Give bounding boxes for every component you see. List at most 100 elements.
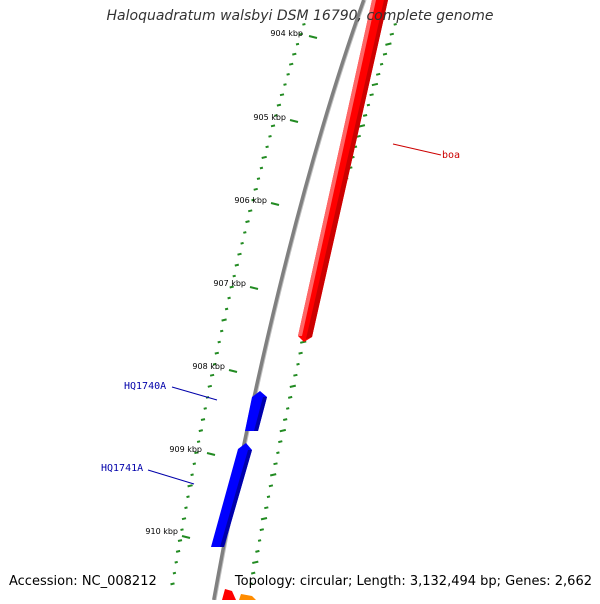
ruler-label: 910 kbp — [145, 527, 178, 536]
ruler-label: 909 kbp — [169, 445, 202, 454]
gc-tick — [247, 209, 253, 213]
gc-tick — [253, 187, 258, 191]
gc-tick — [282, 418, 288, 421]
gc-tick — [293, 373, 298, 377]
gc-tick — [296, 362, 300, 366]
gc-tick — [224, 307, 229, 311]
gc-tick — [264, 506, 269, 510]
feature-label-boa[interactable]: boa — [442, 150, 460, 161]
gc-tick — [269, 473, 277, 477]
gc-tick — [268, 484, 274, 488]
gc-tick — [200, 418, 206, 421]
gc-tick — [240, 241, 244, 245]
gc-tick — [375, 72, 381, 76]
gc-tick — [186, 495, 190, 499]
ruler-label: 908 kbp — [192, 362, 225, 371]
genome-summary-text: Topology: circular; Length: 3,132,494 bp… — [234, 574, 592, 589]
gc-tick — [207, 384, 213, 388]
gc-tick — [227, 296, 231, 300]
gene-hq1740a-shade — [254, 397, 267, 431]
gc-tick — [393, 23, 397, 26]
gc-tick — [245, 220, 250, 224]
genome-backbone — [212, 0, 366, 601]
gc-tick — [289, 384, 297, 388]
gene-hq1740a[interactable] — [245, 391, 267, 431]
ruler-tick — [308, 35, 318, 39]
gc-tick — [180, 528, 184, 531]
gc-tick — [219, 329, 224, 333]
gc-tick — [175, 549, 181, 553]
label-line-boa — [392, 143, 442, 156]
gc-tick — [285, 407, 290, 410]
gene-hq1741a-shade — [220, 450, 252, 547]
gc-tick — [209, 373, 215, 377]
gc-tick — [198, 429, 204, 433]
gc-tick — [251, 198, 255, 202]
gene-boa-shade — [306, 0, 388, 339]
gc-tick — [257, 539, 262, 542]
gene-boa[interactable] — [298, 0, 388, 342]
gc-tick — [237, 252, 242, 256]
gc-tick — [256, 177, 261, 180]
gc-tick — [212, 362, 217, 366]
gc-tick — [362, 114, 368, 117]
genome-backbone-highlight — [215, 0, 367, 601]
gene-hq1740a-body — [245, 391, 267, 431]
label-line-hq1740a — [171, 386, 218, 401]
gc-tick — [268, 135, 272, 138]
gc-tick — [259, 166, 264, 170]
gc-tick — [266, 495, 271, 499]
gene-partial-orange — [239, 594, 256, 600]
gc-tick — [249, 582, 253, 586]
gc-tick — [279, 93, 285, 97]
gc-tick — [379, 62, 384, 66]
ruler-tick — [181, 535, 191, 539]
gc-tick — [170, 582, 175, 586]
gc-tick — [192, 462, 197, 466]
gc-tick — [243, 231, 247, 234]
gc-tick — [221, 318, 227, 322]
gc-tick — [358, 124, 366, 128]
gc-tick — [252, 560, 259, 564]
gc-tick — [261, 155, 267, 159]
gc-tick — [302, 23, 306, 26]
gc-tick — [172, 571, 177, 575]
gc-tick — [278, 440, 283, 444]
gc-tick — [295, 42, 300, 46]
gc-tick — [187, 484, 193, 488]
gc-tick — [250, 571, 256, 575]
gc-tick — [260, 517, 268, 521]
ruler-label: 904 kbp — [270, 29, 303, 38]
ruler-tick — [289, 119, 299, 123]
gc-tick — [276, 451, 280, 455]
feature-label-hq1741a[interactable]: HQ1741A — [101, 463, 143, 474]
gc-tick — [356, 134, 361, 138]
gc-tick — [214, 351, 220, 355]
gc-tick — [382, 52, 388, 56]
gc-tick — [286, 73, 290, 76]
gene-hq1741a[interactable] — [211, 443, 252, 547]
feature-label-hq1740a[interactable]: HQ1740A — [124, 381, 166, 392]
gene-hq1741a-body — [211, 443, 252, 547]
map-title: Haloquadratum walsbyi DSM 16790, complet… — [106, 8, 494, 24]
gc-tick — [369, 93, 374, 97]
gc-tick — [288, 62, 294, 66]
gc-tick — [299, 340, 307, 344]
gene-partial-bottom[interactable] — [222, 589, 256, 600]
gc-tick — [229, 285, 234, 289]
gc-tick — [371, 82, 379, 87]
ruler-tick — [249, 286, 259, 290]
gc-tick — [283, 83, 287, 86]
gc-tick — [366, 103, 371, 107]
gc-tick — [385, 42, 392, 46]
ruler-tick — [228, 369, 238, 373]
gc-tick — [298, 32, 303, 36]
gene-boa-highlight — [298, 0, 376, 336]
gc-tick — [181, 517, 187, 521]
gc-tick — [177, 539, 183, 542]
ruler-label: 906 kbp — [234, 196, 267, 205]
ruler-tick — [206, 452, 216, 456]
label-line-hq1741a — [147, 469, 195, 485]
